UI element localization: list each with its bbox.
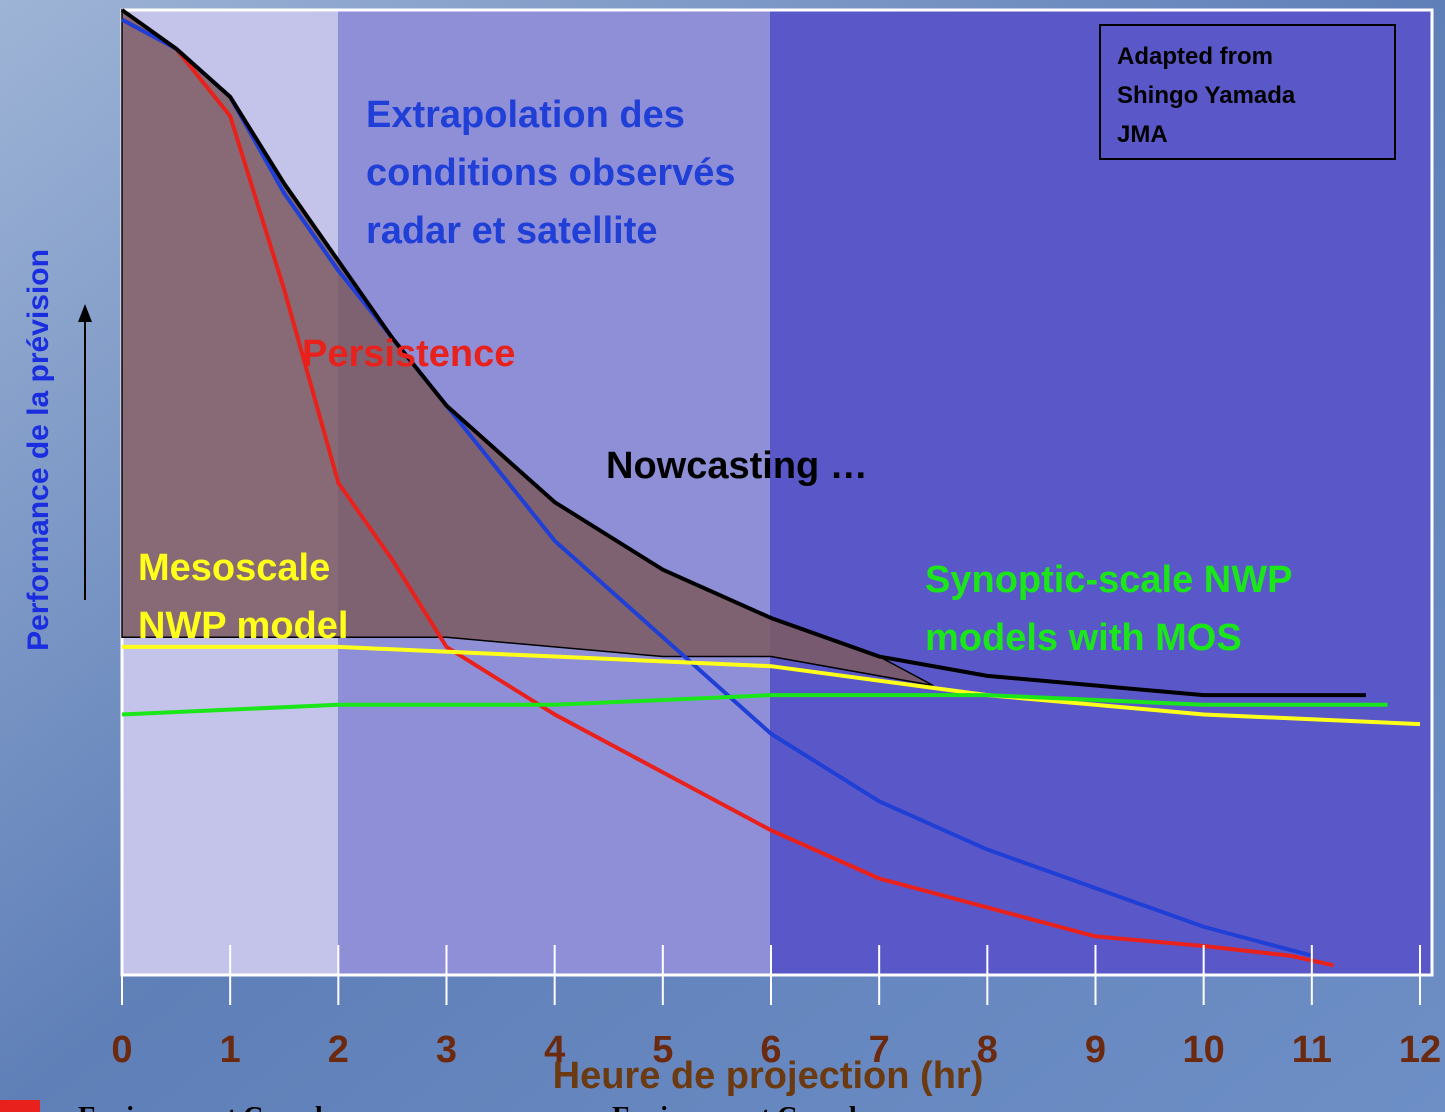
x-tick-label: 3	[436, 1029, 457, 1071]
chart: Performance de la prévision Heure de pro…	[0, 0, 1445, 1112]
x-tick-label: 10	[1183, 1029, 1225, 1071]
x-tick-label: 4	[544, 1029, 565, 1071]
x-tick-label: 8	[977, 1029, 998, 1071]
series-label: conditions observés	[366, 152, 736, 194]
series-label: radar et satellite	[366, 210, 657, 252]
series-label: Nowcasting …	[606, 445, 868, 487]
x-tick-label: 7	[869, 1029, 890, 1071]
series-label: Persistence	[302, 333, 515, 375]
series-label: Mesoscale	[138, 547, 330, 589]
series-label: models with MOS	[925, 617, 1242, 659]
page: Performance de la prévision Heure de pro…	[0, 0, 1445, 1112]
logo	[0, 1100, 40, 1112]
footer: Environment Canada	[78, 1102, 337, 1112]
series-label: NWP model	[138, 605, 348, 647]
x-tick-label: 11	[1292, 1029, 1332, 1071]
series-label: Synoptic-scale NWP	[925, 559, 1292, 601]
x-tick-label: 5	[652, 1029, 673, 1071]
x-tick-label: 9	[1085, 1029, 1106, 1071]
note: Adapted from	[1117, 43, 1273, 70]
x-tick-label: 0	[111, 1029, 132, 1071]
x-tick-label: 6	[760, 1029, 781, 1071]
note: JMA	[1117, 121, 1168, 148]
series-label: Extrapolation des	[366, 94, 685, 136]
footer: Environment Canada	[612, 1102, 871, 1112]
x-tick-label: 2	[328, 1029, 349, 1071]
x-tick-label: 12	[1399, 1029, 1441, 1071]
y-axis-label: Performance de la prévision	[22, 249, 55, 651]
note: Shingo Yamada	[1117, 82, 1296, 109]
x-tick-label: 1	[220, 1029, 241, 1071]
